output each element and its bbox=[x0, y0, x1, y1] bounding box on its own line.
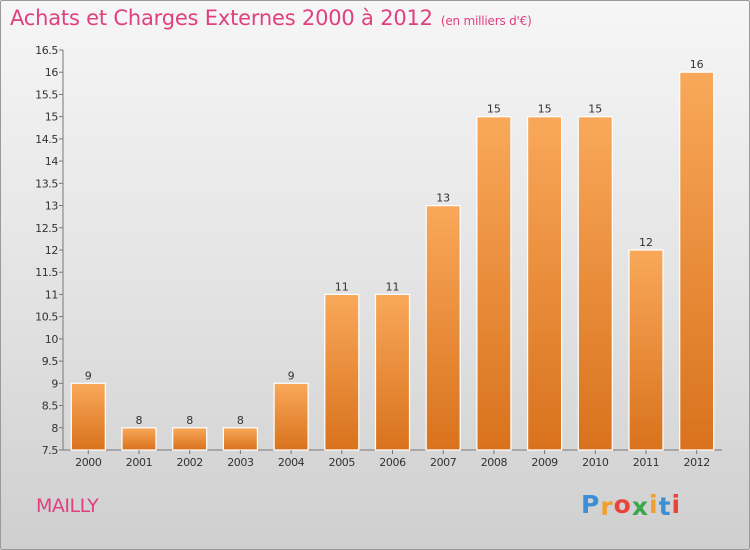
value-label-2008: 15 bbox=[487, 103, 501, 116]
y-tick-label: 16 bbox=[45, 66, 59, 79]
y-tick-label: 11 bbox=[45, 288, 58, 301]
y-tick-label: 12 bbox=[45, 244, 58, 257]
logo-letter: t bbox=[658, 492, 672, 521]
logo-letter: i bbox=[671, 490, 682, 519]
x-tick-label-2009: 2009 bbox=[531, 456, 558, 469]
bar-2002 bbox=[172, 427, 208, 451]
y-tick-label: 8 bbox=[51, 422, 58, 435]
y-tick-label: 13.5 bbox=[35, 177, 58, 190]
chart-title-text: Achats et Charges Externes 2000 à 2012 bbox=[10, 6, 433, 30]
logo-letter: x bbox=[631, 492, 649, 521]
value-label-2002: 8 bbox=[186, 414, 193, 427]
y-tick-label: 14 bbox=[45, 155, 59, 168]
y-tick-label: 9.5 bbox=[42, 355, 59, 368]
value-label-2003: 8 bbox=[237, 414, 244, 427]
x-tick-label-2012: 2012 bbox=[683, 456, 709, 469]
value-label-2000: 9 bbox=[85, 369, 92, 382]
value-label-2005: 11 bbox=[335, 280, 349, 293]
x-tick-label-2005: 2005 bbox=[329, 456, 356, 469]
chart-value-labels: 9 8 8 8 9 11 11 13 15 15 15 12 16 bbox=[85, 58, 704, 427]
value-label-2006: 11 bbox=[386, 280, 400, 293]
value-label-2004: 9 bbox=[288, 369, 295, 382]
logo-letter: r bbox=[600, 492, 614, 521]
y-tick-label: 16.5 bbox=[35, 44, 58, 57]
chart-ticks: 7.5 8 8.5 9 9.5 10 10.5 11 11.5 12 12.5 13 13.5 14 14.… bbox=[35, 44, 710, 469]
y-tick-label: 14.5 bbox=[35, 133, 58, 146]
x-tick-label-2007: 2007 bbox=[430, 456, 457, 469]
y-tick-label: 10.5 bbox=[35, 311, 58, 324]
value-label-2011: 12 bbox=[639, 236, 653, 249]
bar-2004 bbox=[273, 382, 309, 451]
y-tick-label: 15 bbox=[45, 111, 59, 124]
logo-letter: o bbox=[613, 490, 632, 519]
x-tick-label-2000: 2000 bbox=[75, 456, 102, 469]
bar-2006 bbox=[374, 293, 411, 451]
value-label-2007: 13 bbox=[436, 192, 450, 205]
y-tick-label: 12.5 bbox=[35, 222, 58, 235]
proxiti-logo: Proxiti bbox=[581, 490, 682, 521]
x-tick-label-2011: 2011 bbox=[633, 456, 659, 469]
y-tick-label: 7.5 bbox=[42, 444, 59, 457]
x-tick-label-2001: 2001 bbox=[126, 456, 152, 469]
x-tick-label-2004: 2004 bbox=[278, 456, 305, 469]
x-tick-label-2006: 2006 bbox=[379, 456, 406, 469]
bar-2007 bbox=[425, 205, 461, 451]
bar-2009 bbox=[526, 116, 563, 451]
bar-2005 bbox=[324, 293, 360, 451]
value-label-2009: 15 bbox=[538, 103, 552, 116]
value-label-2001: 8 bbox=[136, 414, 143, 427]
bar-2003 bbox=[222, 427, 258, 451]
x-tick-label-2003: 2003 bbox=[227, 456, 254, 469]
bar-2008 bbox=[476, 116, 512, 451]
chart-bars bbox=[70, 71, 715, 451]
y-tick-label: 8.5 bbox=[42, 400, 59, 413]
x-tick-label-2010: 2010 bbox=[582, 456, 609, 469]
bar-2000 bbox=[70, 382, 106, 451]
y-tick-label: 13 bbox=[45, 200, 59, 213]
x-tick-label-2002: 2002 bbox=[176, 456, 202, 469]
chart-subtitle: (en milliers d'€) bbox=[440, 14, 532, 28]
chart-title: Achats et Charges Externes 2000 à 2012 (e… bbox=[10, 6, 532, 30]
bar-2001 bbox=[121, 427, 157, 451]
y-tick-label: 15.5 bbox=[35, 88, 58, 101]
y-tick-label: 10 bbox=[45, 333, 59, 346]
value-label-2012: 16 bbox=[690, 58, 704, 71]
y-tick-label: 11.5 bbox=[35, 266, 58, 279]
logo-letter: i bbox=[649, 490, 659, 519]
x-tick-label-2008: 2008 bbox=[481, 456, 508, 469]
y-tick-label: 9 bbox=[51, 377, 58, 390]
commune-name: MAILLY bbox=[36, 495, 99, 517]
value-label-2010: 15 bbox=[588, 103, 602, 116]
bar-2010 bbox=[577, 116, 613, 451]
bar-2011 bbox=[628, 249, 664, 451]
logo-letter: P bbox=[581, 490, 601, 519]
bar-2012 bbox=[679, 71, 715, 451]
